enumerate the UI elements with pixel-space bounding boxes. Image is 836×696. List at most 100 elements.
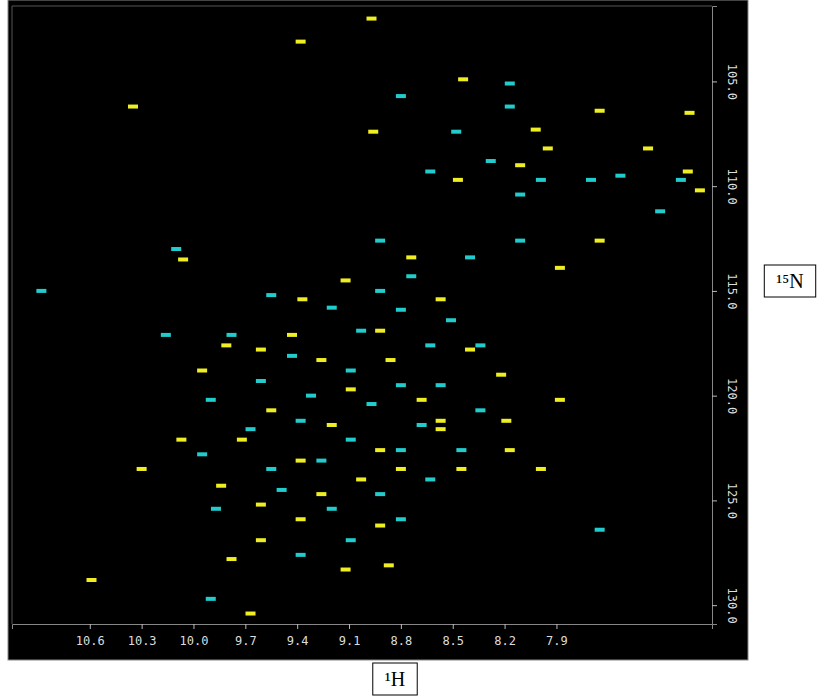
axis-title-box: ¹H — [373, 663, 417, 695]
peak — [396, 467, 406, 471]
peak — [287, 354, 297, 358]
peak — [246, 612, 256, 616]
axis-line — [713, 7, 718, 625]
tick: 110.0 — [712, 169, 739, 205]
axis-title-frame — [764, 265, 815, 297]
peak — [176, 438, 186, 442]
tick-label: 10.0 — [180, 634, 209, 648]
peak — [356, 477, 366, 481]
peak — [458, 77, 468, 81]
tick-label: 130.0 — [725, 588, 739, 624]
y-axis: 105.0110.0115.0120.0125.0130.0 — [712, 7, 739, 625]
peak — [327, 306, 337, 310]
tick-mark — [712, 81, 717, 82]
peak — [396, 308, 406, 312]
peak — [595, 109, 605, 113]
peak — [346, 369, 356, 373]
tick-mark — [245, 624, 246, 629]
peak — [436, 419, 446, 423]
peak — [346, 438, 356, 442]
peak — [197, 369, 207, 373]
peak — [296, 459, 306, 463]
peak — [375, 448, 385, 452]
axis-title: ¹H — [385, 668, 405, 690]
tick: 10.3 — [128, 624, 157, 648]
peak — [406, 255, 416, 259]
peak — [655, 209, 665, 213]
peak — [676, 178, 686, 182]
peak — [206, 398, 216, 402]
peak — [465, 348, 475, 352]
peak — [316, 358, 326, 362]
peak — [555, 398, 565, 402]
tick-label: 8.2 — [494, 634, 516, 648]
tick: 9.4 — [287, 624, 309, 648]
tick-label: 125.0 — [725, 483, 739, 519]
peak — [287, 333, 297, 337]
peak — [266, 467, 276, 471]
peak — [277, 488, 287, 492]
tick-label: 8.8 — [391, 634, 413, 648]
peak — [296, 517, 306, 521]
peak — [216, 484, 226, 488]
chart: 10.610.310.09.79.49.18.88.58.27.9105.011… — [0, 0, 836, 696]
peak — [227, 333, 237, 337]
peak — [501, 419, 511, 423]
axis-title: ¹⁵N — [776, 270, 803, 292]
peak — [406, 274, 416, 278]
x-axis: 10.610.310.09.79.49.18.88.58.27.9 — [13, 624, 713, 648]
peak — [515, 193, 525, 197]
peak — [128, 105, 138, 109]
tick: 130.0 — [712, 588, 739, 624]
peak — [296, 419, 306, 423]
peak — [256, 538, 266, 542]
peak — [178, 257, 188, 261]
tick: 9.1 — [339, 624, 361, 648]
peak — [227, 557, 237, 561]
peak — [306, 394, 316, 398]
peak — [346, 387, 356, 391]
peak — [256, 379, 266, 383]
tick-mark — [297, 624, 298, 629]
peak — [465, 255, 475, 259]
peak — [171, 247, 181, 251]
peak — [436, 427, 446, 431]
peak — [496, 373, 506, 377]
axis-title-box: ¹⁵N — [764, 265, 815, 297]
tick-mark — [142, 624, 143, 629]
peak — [543, 146, 553, 150]
peak — [368, 130, 378, 134]
peak — [137, 467, 147, 471]
peak — [586, 178, 596, 182]
peaks — [36, 17, 705, 616]
peak — [396, 383, 406, 387]
tick-mark — [712, 500, 717, 501]
tick-label: 9.7 — [235, 634, 257, 648]
peak — [87, 578, 97, 582]
tick-mark — [505, 624, 506, 629]
tick: 8.2 — [494, 624, 516, 648]
peak — [486, 159, 496, 163]
frame — [12, 6, 712, 7]
peak — [375, 524, 385, 528]
tick-mark — [90, 624, 91, 629]
peak — [417, 398, 427, 402]
peak — [327, 423, 337, 427]
tick: 8.5 — [442, 624, 464, 648]
peak — [453, 178, 463, 182]
peak — [161, 333, 171, 337]
tick-label: 115.0 — [725, 273, 739, 309]
peak — [505, 105, 515, 109]
peak — [386, 358, 396, 362]
axis-line — [13, 625, 713, 630]
peak — [36, 289, 46, 293]
peak — [436, 297, 446, 301]
peak — [375, 239, 385, 243]
peak — [396, 94, 406, 98]
tick-mark — [556, 624, 557, 629]
peak — [237, 438, 247, 442]
peak — [367, 402, 377, 406]
peak — [446, 318, 456, 322]
peak — [595, 528, 605, 532]
peak — [327, 507, 337, 511]
